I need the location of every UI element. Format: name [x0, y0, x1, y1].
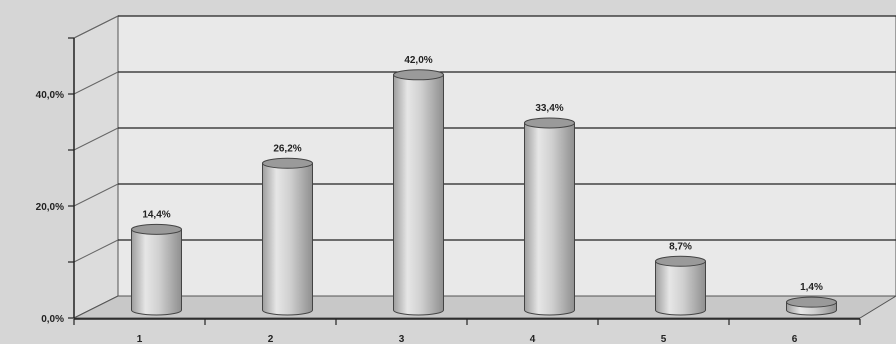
bar-top: [131, 223, 182, 235]
data-label: 14,4%: [142, 209, 170, 220]
y-tick-label: 40,0%: [36, 90, 64, 101]
gridline-side: [73, 71, 119, 95]
data-label: 8,7%: [669, 241, 692, 252]
bar-body: [524, 122, 575, 316]
plot-area: [73, 15, 896, 319]
bar-top: [393, 69, 444, 81]
bar-body: [131, 228, 182, 316]
x-tick-label: 3: [399, 334, 405, 344]
x-tick-label: 4: [530, 334, 536, 344]
bar-body: [262, 162, 313, 316]
bar-top: [262, 157, 313, 169]
bars: [131, 69, 837, 316]
x-tick-label: 6: [792, 334, 798, 344]
x-tick-label: 1: [137, 334, 143, 344]
y-tick-label: 0,0%: [41, 314, 64, 325]
back-wall: [117, 15, 896, 297]
labels: 14,4% 1 26,2% 2 42,0% 3 33,4% 4 8,7% 5 1,4% 6: [137, 55, 823, 344]
data-label: 1,4%: [800, 282, 823, 293]
bar: [131, 223, 182, 316]
floor: [73, 295, 896, 319]
gridline-side: [73, 15, 119, 39]
bar: [262, 157, 313, 316]
side-wall: [73, 15, 119, 319]
data-label: 26,2%: [273, 143, 301, 154]
bar-top: [524, 117, 575, 129]
x-tick-label: 2: [268, 334, 274, 344]
bar: [393, 69, 444, 316]
bar-top: [786, 296, 837, 308]
bar-body: [655, 260, 706, 316]
gridline-side: [73, 183, 119, 207]
bar: [655, 255, 706, 316]
bar: [524, 117, 575, 316]
bar-body: [393, 74, 444, 316]
gridline-side: [73, 239, 119, 263]
y-tick-label: 20,0%: [36, 202, 64, 213]
data-label: 33,4%: [535, 103, 563, 114]
axes: 0,0% 20,0% 40,0%: [36, 37, 861, 325]
x-tick-label: 5: [661, 334, 667, 344]
bar-top: [655, 255, 706, 267]
bar: [786, 296, 837, 316]
data-label: 42,0%: [404, 55, 432, 66]
gridlines: [73, 15, 896, 263]
gridline-side: [73, 127, 119, 151]
